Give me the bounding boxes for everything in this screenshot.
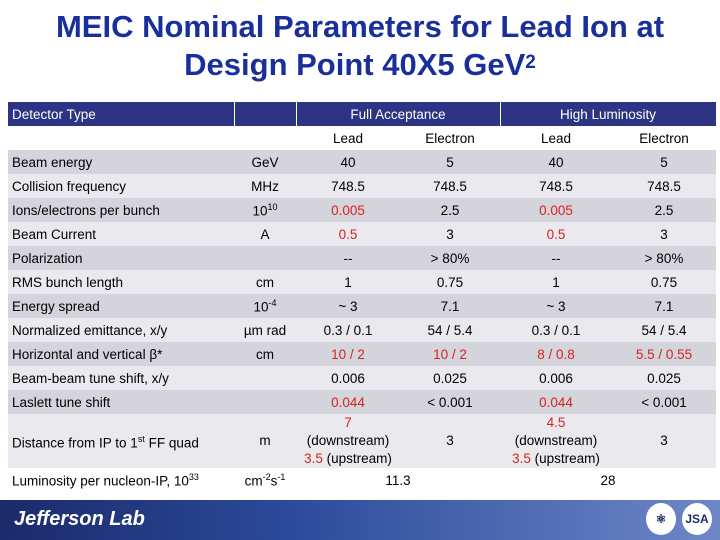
- header-row: Detector Type Full Acceptance High Lumin…: [8, 102, 717, 126]
- table-row: Ions/electrons per bunch 1010 0.005 2.5 0.0…: [8, 198, 717, 222]
- detector-type-header: Detector Type: [8, 102, 235, 126]
- table-row: RMS bunch length cm 1 0.75 1 0.75: [8, 270, 717, 294]
- table-row: Luminosity per nucleon-IP, 1033 cm-2s-1 …: [8, 468, 717, 492]
- table-row: Horizontal and vertical β* cm 10 / 2 10 / …: [8, 342, 717, 366]
- table-row: Beam Current A 0.5 3 0.5 3: [8, 222, 717, 246]
- table-row: Beam energy GeV 40 5 40 5: [8, 150, 717, 174]
- table-row: Energy spread 10-4 ~ 3 7.1 ~ 3 7.1: [8, 294, 717, 318]
- jsa-logo: JSA: [682, 503, 712, 535]
- table-row: Distance from IP to 1st FF quad m 7 (dow…: [8, 414, 717, 468]
- table-row: Normalized emittance, x/y µm rad 0.3 / 0.…: [8, 318, 717, 342]
- high-luminosity-header: High Luminosity: [500, 102, 717, 126]
- parameters-table: Detector Type Full Acceptance High Lumin…: [8, 102, 717, 492]
- table-row: Laslett tune shift 0.044 < 0.001 0.044 < 0.…: [8, 390, 717, 414]
- full-acceptance-header: Full Acceptance: [296, 102, 501, 126]
- table-row: Polarization -- > 80% -- > 80%: [8, 246, 717, 270]
- table-row: Collision frequency MHz 748.5 748.5 748.5 74…: [8, 174, 717, 198]
- jefferson-lab-logo: Jefferson Lab: [14, 508, 145, 530]
- table-row: Beam-beam tune shift, x/y 0.006 0.025 0.00…: [8, 366, 717, 390]
- subheader-row: Lead Electron Lead Electron: [332, 130, 689, 146]
- footer-bar: Jefferson Lab ⚛ JSA: [0, 500, 720, 540]
- slide-title: MEIC Nominal Parameters for Lead Ion at …: [55, 9, 665, 82]
- atom-icon: ⚛: [646, 503, 676, 535]
